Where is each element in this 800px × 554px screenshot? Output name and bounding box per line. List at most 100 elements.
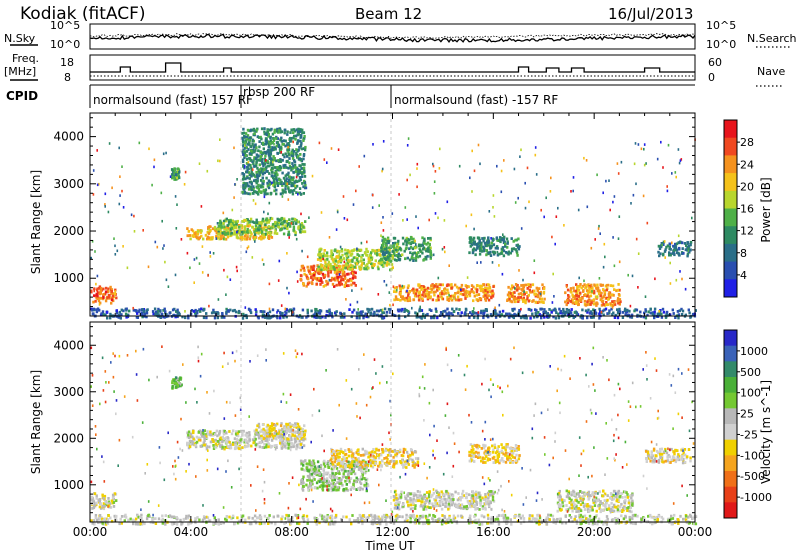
heatmap-cell [345, 254, 348, 258]
heatmap-cell [295, 152, 298, 155]
heatmap-cell [302, 266, 306, 270]
heatmap-cell [264, 225, 267, 228]
heatmap-cell [206, 430, 209, 433]
heatmap-cell [589, 303, 592, 306]
heatmap-cell [107, 295, 110, 299]
heatmap-cell [510, 287, 513, 291]
heatmap-cell [288, 291, 290, 295]
heatmap-cell [412, 516, 416, 520]
heatmap-cell [605, 515, 609, 518]
heatmap-cell [551, 514, 555, 518]
heatmap-cell [613, 301, 616, 304]
heatmap-cell [433, 180, 436, 183]
heatmap-cell [295, 437, 298, 441]
heatmap-cell [340, 268, 343, 272]
heatmap-cell [346, 218, 349, 222]
heatmap-cell [94, 250, 96, 253]
heatmap-cell [669, 517, 673, 521]
heatmap-cell [334, 515, 338, 519]
heatmap-cell [607, 283, 610, 287]
heatmap-cell [469, 236, 473, 240]
heatmap-cell [579, 299, 582, 302]
heatmap-cell [281, 142, 284, 146]
heatmap-cell [285, 177, 288, 181]
heatmap-cell [201, 271, 204, 274]
heatmap-cell [576, 285, 579, 289]
heatmap-cell [418, 516, 422, 520]
heatmap-cell [453, 297, 456, 300]
heatmap-cell [302, 179, 306, 183]
heatmap-cell [96, 287, 99, 291]
heatmap-cell [343, 272, 346, 276]
heatmap-cell [115, 296, 118, 300]
heatmap-cell [359, 514, 362, 518]
heatmap-cell [217, 442, 221, 446]
heatmap-cell [165, 315, 168, 318]
heatmap-cell [476, 261, 478, 264]
heatmap-cell [431, 298, 435, 302]
heatmap-cell [514, 300, 517, 303]
heatmap-cell [449, 294, 452, 298]
heatmap-cell [252, 199, 255, 202]
heatmap-cell [246, 176, 249, 180]
heatmap-cell [287, 166, 290, 170]
heatmap-cell [590, 299, 593, 303]
heatmap-cell [363, 154, 366, 158]
heatmap-cell [254, 224, 258, 228]
heatmap-cell [516, 245, 520, 249]
heatmap-cell [107, 514, 110, 517]
heatmap-cell [300, 147, 303, 151]
heatmap-cell [583, 279, 585, 283]
heatmap-cell [522, 517, 526, 520]
heatmap-cell [668, 251, 671, 255]
heatmap-cell [118, 310, 122, 314]
heatmap-cell [217, 224, 220, 228]
heatmap-cell [300, 227, 303, 231]
heatmap-cell [133, 519, 137, 522]
heatmap-cell [241, 232, 244, 236]
heatmap-cell [599, 294, 602, 298]
heatmap-cell [370, 307, 374, 311]
heatmap-cell [94, 502, 97, 506]
heatmap-cell [334, 311, 337, 315]
heatmap-cell [231, 219, 234, 223]
heatmap-cell [287, 233, 291, 237]
heatmap-cell [447, 517, 450, 521]
heatmap-cell [592, 521, 595, 525]
heatmap-cell [621, 316, 625, 319]
heatmap-cell [391, 266, 394, 270]
heatmap-cell [100, 296, 103, 300]
heatmap-cell [490, 241, 494, 245]
heatmap-cell [188, 439, 192, 443]
heatmap-cell [321, 281, 324, 284]
heatmap-cell [468, 241, 471, 244]
heatmap-cell [334, 259, 338, 263]
heatmap-cell [547, 513, 550, 517]
heatmap-cell [161, 521, 164, 525]
heatmap-cell [492, 194, 495, 197]
heatmap-cell [428, 521, 431, 525]
heatmap-cell [490, 517, 493, 521]
heatmap-cell [628, 518, 632, 522]
heatmap-cell [417, 283, 420, 287]
heatmap-cell [255, 191, 258, 195]
heatmap-cell [271, 160, 274, 164]
heatmap-cell [488, 286, 492, 290]
heatmap-cell [291, 178, 295, 182]
heatmap-cell [616, 288, 620, 292]
heatmap-cell [282, 316, 285, 319]
heatmap-cell [180, 238, 183, 241]
heatmap-cell [263, 130, 266, 134]
heatmap-cell [238, 231, 241, 235]
heatmap-cell [141, 308, 144, 311]
heatmap-cell [267, 516, 270, 520]
heatmap-cell [338, 270, 342, 274]
heatmap-cell [111, 186, 113, 190]
heatmap-cell [217, 298, 220, 301]
heatmap-cell [430, 316, 433, 320]
heatmap-cell [242, 183, 245, 187]
heatmap-cell [538, 297, 542, 301]
heatmap-cell [539, 292, 542, 296]
heatmap-cell [222, 237, 225, 241]
heatmap-cell [419, 293, 422, 297]
